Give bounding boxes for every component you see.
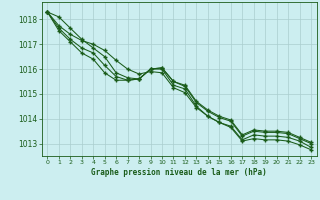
X-axis label: Graphe pression niveau de la mer (hPa): Graphe pression niveau de la mer (hPa)	[91, 168, 267, 177]
